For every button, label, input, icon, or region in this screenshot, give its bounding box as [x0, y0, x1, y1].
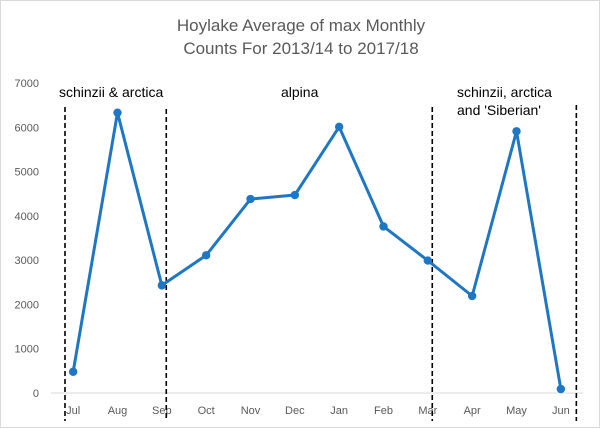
data-point-feb	[379, 222, 388, 231]
period-annotation-3: and 'Siberian'	[457, 102, 541, 118]
y-tick-label: 1000	[15, 344, 39, 356]
chart-title-line-1: Hoylake Average of max Monthly	[177, 16, 426, 35]
data-point-mar	[423, 256, 433, 265]
x-tick-label-feb: Feb	[374, 405, 393, 417]
data-point-may	[512, 127, 521, 136]
y-tick-label: 5000	[15, 167, 39, 179]
chart-title-line-2: Counts For 2013/14 to 2017/18	[183, 39, 418, 58]
period-annotations: schinzii & arctica alpina schinzii, arctic…	[59, 84, 552, 118]
y-tick-label: 4000	[15, 211, 39, 223]
y-tick-label: 2000	[15, 299, 39, 311]
y-tick-label: 0	[33, 388, 39, 400]
period-annotation-1: schinzii & arctica	[59, 84, 163, 100]
data-point-nov	[246, 194, 255, 204]
data-point-sep	[157, 281, 167, 290]
data-point-jun	[556, 384, 566, 394]
x-tick-label-sep: Sep	[152, 405, 172, 417]
y-tick-label: 3000	[15, 255, 39, 267]
x-tick-label-jul: Jul	[66, 405, 80, 417]
x-tick-label-oct: Oct	[198, 405, 215, 417]
y-tick-label: 7000	[15, 78, 39, 90]
data-point-apr	[467, 291, 477, 301]
data-point-jul	[68, 367, 78, 376]
period-annotation-2: alpina	[281, 84, 319, 100]
x-tick-label-may: May	[506, 405, 527, 417]
x-tick-label-apr: Apr	[464, 405, 481, 417]
data-point-jan	[334, 122, 344, 132]
data-point-dec	[290, 190, 300, 200]
x-tick-label-jan: Jan	[330, 405, 348, 417]
series-line	[71, 111, 563, 390]
data-point-oct	[201, 251, 211, 260]
period-annotation-3: schinzii, arctica	[457, 84, 552, 100]
x-tick-label-dec: Dec	[285, 405, 305, 417]
period-dividers	[64, 105, 578, 421]
x-axis-ticks: Jul Aug Sep Oct Nov Dec Jan Feb Mar Apr May Jun	[66, 405, 570, 417]
x-tick-label-jun: Jun	[552, 405, 570, 417]
series-points	[68, 108, 566, 394]
y-axis-ticks: 0 1000 2000 3000 4000 5000 6000 7000	[15, 78, 39, 400]
data-point-aug	[113, 108, 122, 117]
x-tick-label-mar: Mar	[418, 405, 437, 417]
y-tick-label: 6000	[15, 122, 39, 134]
x-tick-label-nov: Nov	[241, 405, 261, 417]
x-tick-label-aug: Aug	[108, 405, 128, 417]
